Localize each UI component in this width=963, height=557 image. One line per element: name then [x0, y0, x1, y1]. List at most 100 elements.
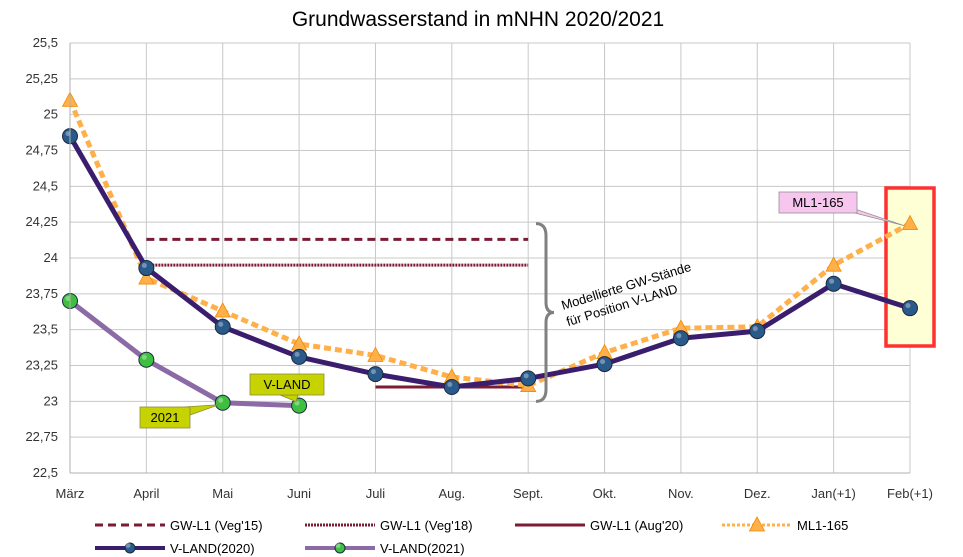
data-point-highlight: [141, 354, 147, 360]
data-point-highlight: [65, 296, 71, 301]
y-tick-label: 22,75: [25, 429, 58, 444]
series-ml1-165: [61, 91, 919, 392]
data-point: [672, 330, 689, 347]
data-point-highlight: [523, 373, 529, 379]
y-tick-label: 24,5: [33, 178, 58, 193]
callout-vland: V-LAND: [249, 373, 325, 403]
highlight-box: [884, 186, 936, 348]
x-tick-label: Jan(+1): [811, 486, 855, 501]
legend-label: GW-L1 (Veg'15): [170, 518, 263, 533]
y-tick-label: 23,75: [25, 286, 58, 301]
data-point: [138, 260, 155, 277]
brace: [535, 222, 555, 403]
x-tick-label: April: [133, 486, 159, 501]
data-point-highlight: [905, 303, 911, 309]
data-point-highlight: [370, 369, 376, 375]
legend-label: V-LAND(2020): [170, 541, 255, 556]
series-group: [61, 91, 919, 414]
data-point-highlight: [125, 543, 131, 548]
y-tick-label: 24,25: [25, 214, 58, 229]
callout-vland-pointer: [279, 394, 299, 403]
data-point: [901, 214, 919, 230]
data-point: [367, 346, 384, 362]
y-tick-label: 23,25: [25, 358, 58, 373]
callout-2021: 2021: [139, 404, 219, 429]
data-point-highlight: [752, 326, 758, 332]
y-tick-label: 25,25: [25, 71, 58, 86]
legend-item: ML1-165: [722, 516, 848, 533]
x-tick-label: Dez.: [744, 486, 771, 501]
callout-ml1: ML1-165: [778, 191, 905, 226]
y-tick-label: 24,75: [25, 143, 58, 158]
data-point: [334, 542, 346, 554]
data-point: [902, 300, 918, 317]
legend-item: V-LAND(2021): [305, 541, 465, 556]
data-point: [124, 542, 136, 554]
data-point-highlight: [141, 263, 147, 269]
data-point: [443, 379, 460, 395]
data-point-highlight: [447, 382, 453, 387]
callout-vland-box: [249, 373, 325, 396]
data-point-highlight: [676, 333, 682, 339]
y-tick-label: 23,5: [33, 322, 58, 337]
data-point: [214, 318, 231, 335]
data-point: [138, 351, 155, 368]
data-point-highlight: [829, 278, 835, 284]
annotations: Modellierte GW-Ständefür Position V-LAND…: [139, 191, 905, 429]
data-point-highlight: [600, 359, 606, 365]
y-tick-label: 24: [44, 250, 58, 265]
legend-label: V-LAND(2021): [380, 541, 465, 556]
data-point: [291, 397, 308, 414]
axes: 25,5 25,25 25 24,75 24,5 24,25 24 23,75 23,5 23,2…: [25, 35, 932, 501]
legend-label: ML1-165: [797, 518, 848, 533]
data-point: [367, 366, 384, 383]
data-point: [291, 348, 308, 365]
series-v-land-2020-: [62, 128, 918, 395]
legend-item: GW-L1 (Veg'18): [305, 518, 473, 533]
legend: GW-L1 (Veg'15) GW-L1 (Veg'18) GW-L1 (Aug'2…: [95, 516, 848, 556]
legend-label: GW-L1 (Veg'18): [380, 518, 473, 533]
callout-2021-box: [139, 406, 191, 429]
y-tick-label: 25: [44, 107, 58, 122]
data-point: [520, 370, 537, 387]
x-tick-label: Feb(+1): [887, 486, 933, 501]
series-line: [67, 298, 302, 409]
y-tick-label: 23: [44, 393, 58, 408]
data-point-highlight: [294, 351, 300, 357]
data-point: [749, 323, 766, 340]
x-tick-label: Juli: [366, 486, 386, 501]
callout-ml1-box: [778, 191, 858, 214]
highlight-rect: [884, 186, 936, 348]
legend-item: GW-L1 (Aug'20): [515, 518, 683, 533]
callout-vland-text: V-LAND: [264, 377, 311, 392]
data-point: [825, 256, 842, 272]
x-tick-label: Okt.: [593, 486, 617, 501]
legend-label: GW-L1 (Aug'20): [590, 518, 683, 533]
data-point-highlight: [335, 543, 341, 548]
x-tick-label: Aug.: [438, 486, 465, 501]
callout-2021-text: 2021: [151, 410, 180, 425]
y-tick-label: 22,5: [33, 465, 58, 480]
data-point: [214, 302, 231, 318]
callout-ml1-text: ML1-165: [792, 195, 843, 210]
x-tick-label: Nov.: [668, 486, 694, 501]
y-tick-label: 25,5: [33, 35, 58, 50]
data-point: [748, 516, 766, 532]
x-tick-label: Juni: [287, 486, 311, 501]
x-tick-label: Mai: [212, 486, 233, 501]
data-point-highlight: [218, 321, 224, 327]
x-tick-label: März: [56, 486, 85, 501]
x-tick-label: Sept.: [513, 486, 543, 501]
data-point: [214, 394, 231, 411]
series-line: [67, 99, 912, 389]
data-point-highlight: [218, 397, 224, 403]
data-point: [825, 275, 842, 292]
series-line: [67, 133, 913, 390]
legend-item: GW-L1 (Veg'15): [95, 518, 263, 533]
data-point: [138, 269, 155, 285]
data-point-highlight: [65, 131, 71, 137]
series-v-land-2021-: [62, 293, 308, 414]
data-point: [596, 356, 613, 373]
legend-item: V-LAND(2020): [95, 541, 255, 556]
